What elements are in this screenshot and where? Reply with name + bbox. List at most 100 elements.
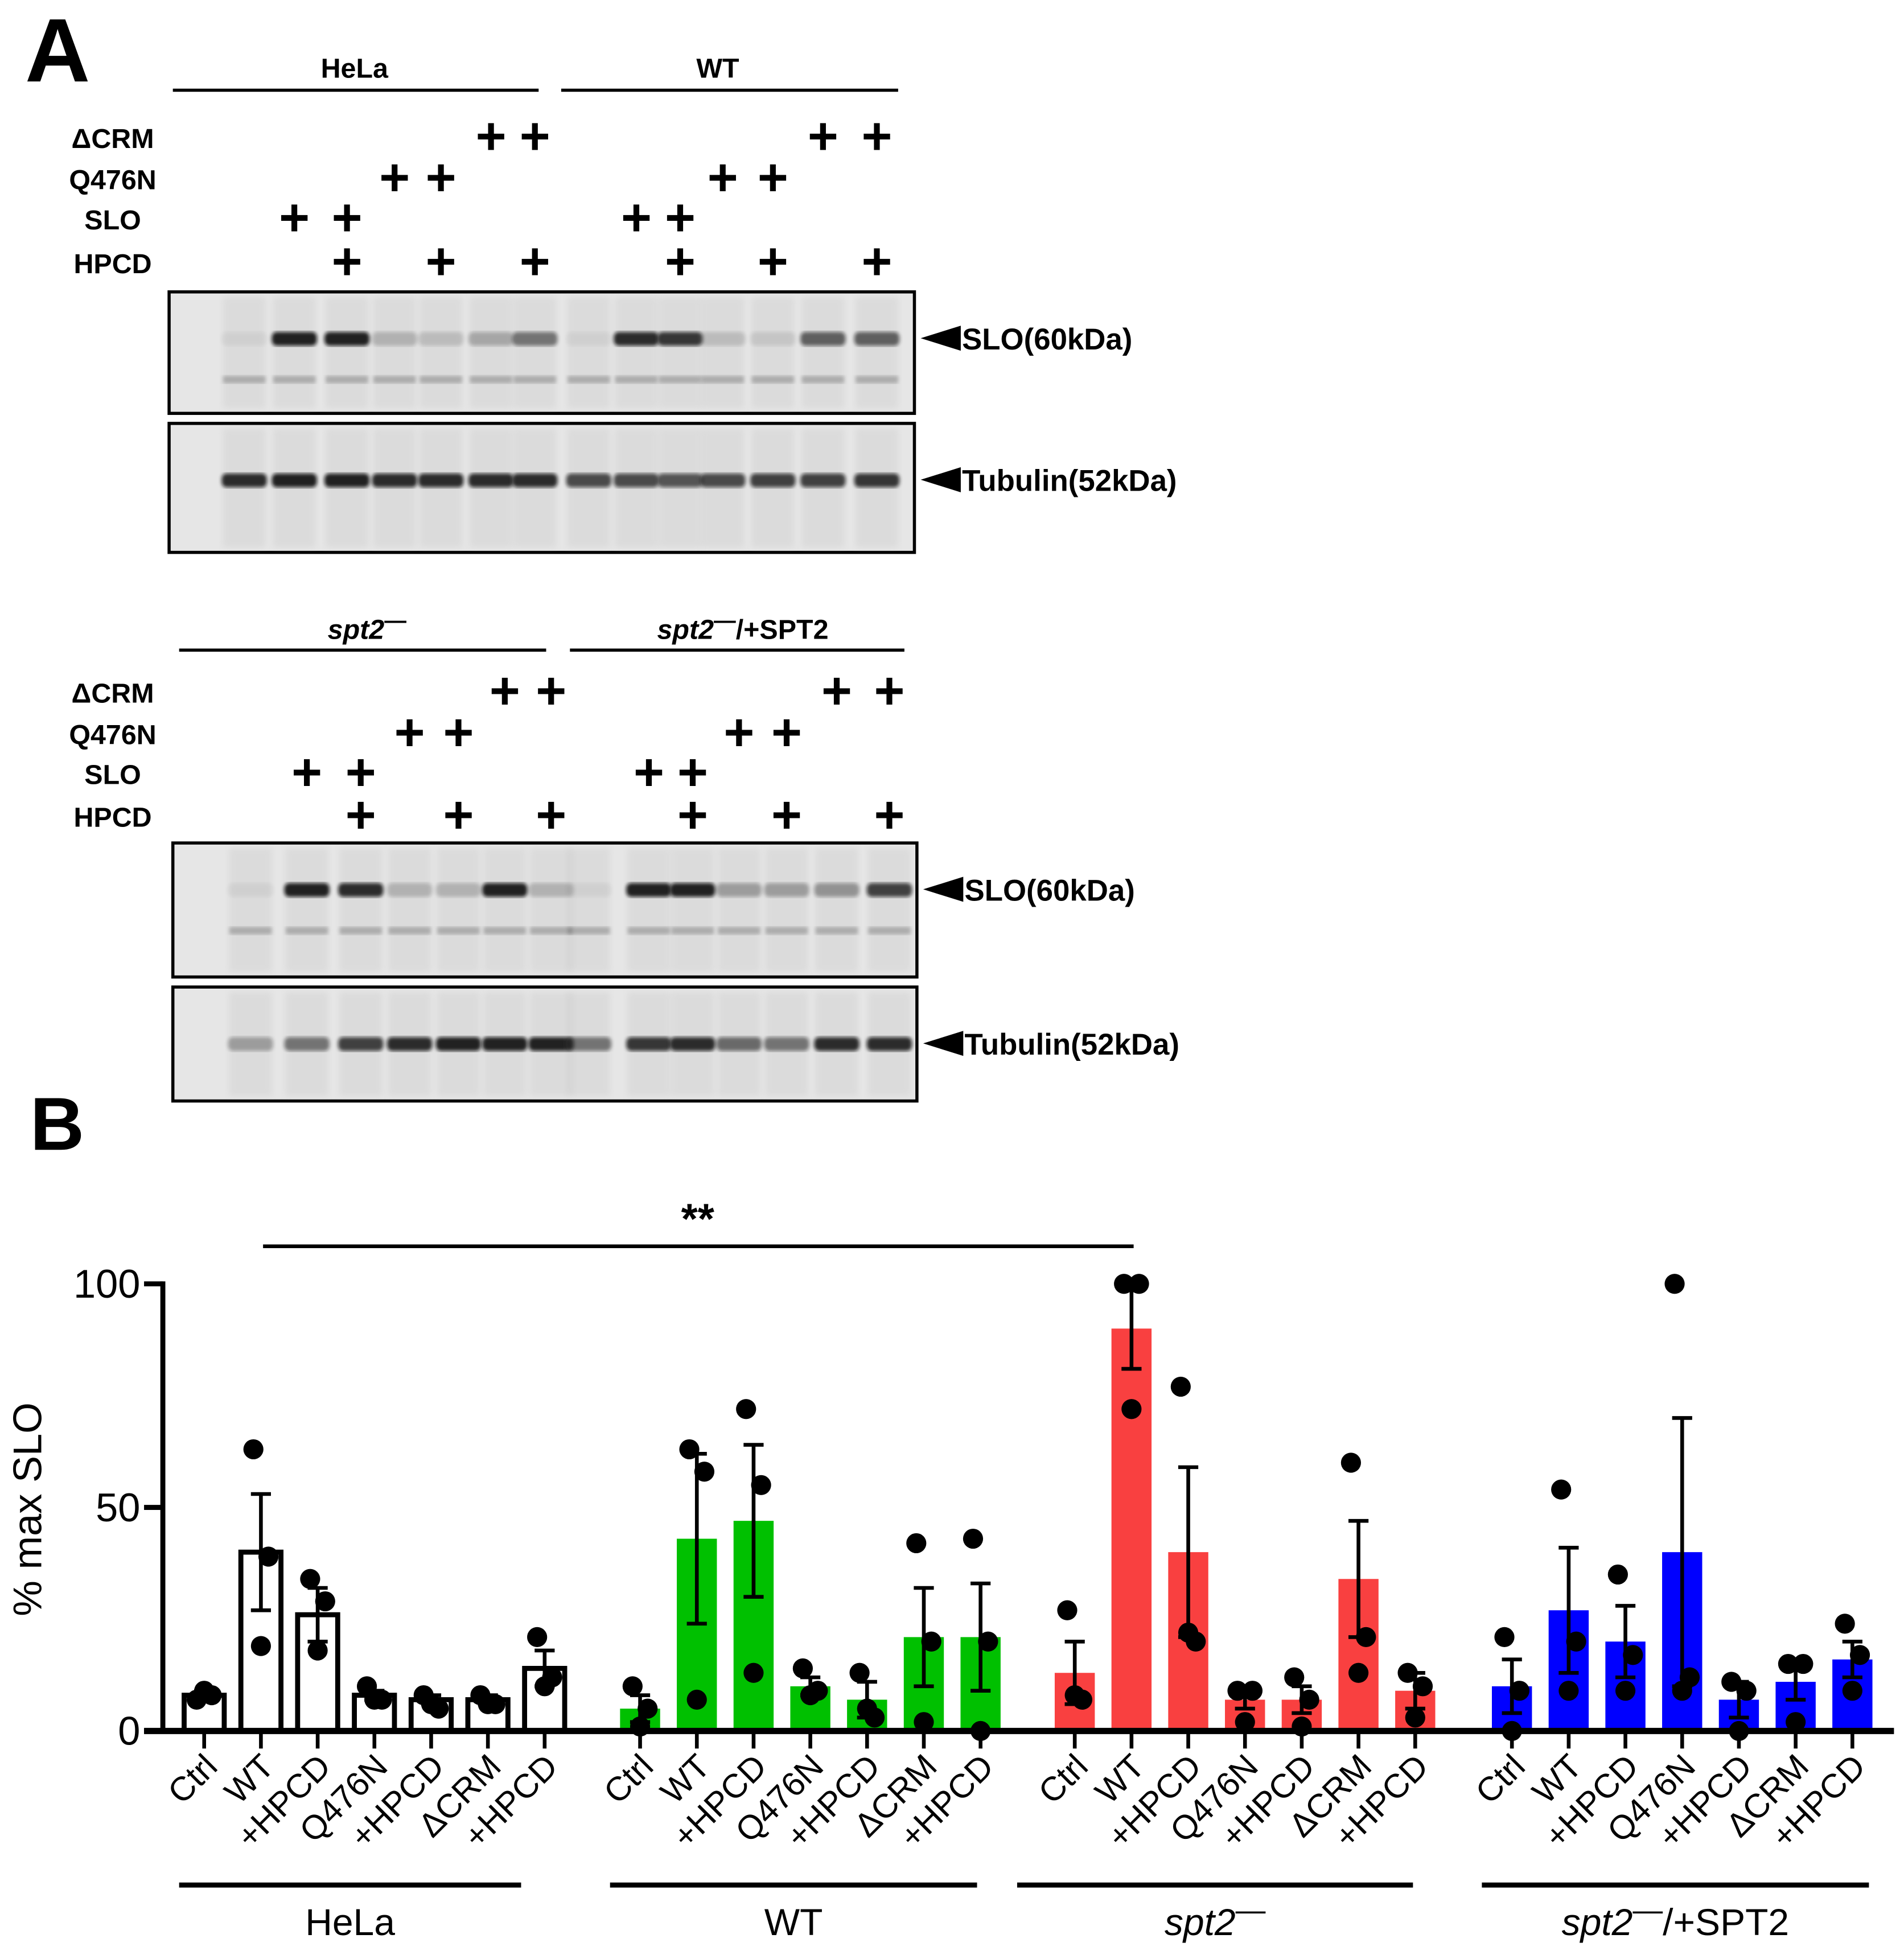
y-tick-label: 0 xyxy=(118,1709,140,1754)
protein-band xyxy=(324,473,370,488)
lower-band xyxy=(420,376,463,384)
data-point xyxy=(258,1546,279,1567)
group-superscript: — xyxy=(1236,1894,1266,1927)
lower-band xyxy=(868,927,911,935)
data-point xyxy=(921,1631,941,1652)
protein-band xyxy=(221,332,267,346)
group-label: HeLa xyxy=(305,1901,395,1943)
plus-sign: + xyxy=(536,661,566,721)
x-tick-label: Ctrl xyxy=(161,1747,225,1811)
lane-smear xyxy=(326,428,368,548)
lane-smear xyxy=(717,847,760,972)
lane-smear xyxy=(388,847,431,972)
y-tick-label: 100 xyxy=(73,1261,140,1306)
row-label-hpcd: HPCD xyxy=(73,802,151,833)
protein-band xyxy=(372,332,417,346)
data-point xyxy=(1405,1707,1425,1728)
data-point xyxy=(1340,1452,1362,1473)
data-point xyxy=(792,1658,813,1679)
x-tick-label: Ctrl xyxy=(1468,1747,1532,1811)
band-label: Tubulin(52kDa) xyxy=(962,464,1177,498)
plus-sign: + xyxy=(677,785,708,845)
plus-sign: + xyxy=(426,147,457,207)
lane-smear xyxy=(751,297,795,409)
protein-band xyxy=(324,332,370,346)
plus-sign: + xyxy=(346,743,376,802)
band-label: SLO(60kDa) xyxy=(965,874,1135,907)
plus-sign: + xyxy=(758,147,788,207)
data-point xyxy=(1064,1685,1085,1706)
data-point xyxy=(857,1698,877,1719)
lower-band xyxy=(856,376,898,384)
protein-band xyxy=(716,883,762,897)
group-name: spt2 xyxy=(1562,1901,1633,1943)
lower-band xyxy=(339,927,383,935)
tubulin-blot: Tubulin(52kDa) xyxy=(171,985,1179,1103)
data-point xyxy=(250,1636,272,1656)
lower-band xyxy=(373,376,416,384)
row-label-δcrm: ΔCRM xyxy=(72,124,154,154)
bar-chart: 0 50 100 % max SLO CtrlWT+HPCDQ476N+HPCDΔCRM… xyxy=(5,1195,1894,1943)
lane-smear xyxy=(856,428,898,548)
protein-band xyxy=(284,1037,330,1051)
data-point xyxy=(1129,1274,1149,1294)
lane-smear xyxy=(437,847,480,972)
arrowhead-icon xyxy=(920,326,961,351)
plus-sign: + xyxy=(665,188,696,247)
data-point xyxy=(1170,1376,1191,1397)
protein-band xyxy=(716,1037,762,1051)
protein-band xyxy=(750,332,796,346)
series-group: CtrlWT+HPCDQ476N+HPCDΔCRM+HPCDspt2—/+SPT… xyxy=(1468,1274,1873,1943)
lane-smear xyxy=(868,847,911,972)
protein-band xyxy=(566,883,611,897)
data-point xyxy=(1121,1399,1142,1419)
row-label-slo: SLO xyxy=(84,760,141,791)
lower-band xyxy=(388,927,431,935)
protein-band xyxy=(866,1037,912,1051)
lane-smear xyxy=(373,297,416,409)
lane-smear xyxy=(659,428,702,548)
data-point xyxy=(849,1662,870,1683)
plus-sign: + xyxy=(621,188,652,247)
group-name: spt2 xyxy=(657,614,714,645)
lane-smear xyxy=(223,428,266,548)
lane-smear xyxy=(513,297,557,409)
data-point xyxy=(906,1533,927,1554)
data-point xyxy=(1284,1667,1305,1688)
group-label: WT xyxy=(764,1901,823,1943)
protein-band xyxy=(700,473,746,488)
protein-band xyxy=(338,1037,384,1051)
protein-band xyxy=(614,332,659,346)
plus-sign: + xyxy=(443,785,474,845)
data-point xyxy=(1494,1627,1515,1648)
protein-band xyxy=(482,883,528,897)
data-point xyxy=(914,1712,934,1732)
protein-band xyxy=(750,473,796,488)
plus-sign: + xyxy=(426,232,457,291)
data-point xyxy=(421,1694,442,1714)
band-label: Tubulin(52kDa) xyxy=(965,1028,1179,1061)
lane-smear xyxy=(627,847,671,972)
protein-band xyxy=(626,883,672,897)
protein-band xyxy=(854,332,900,346)
protein-band xyxy=(221,473,267,488)
data-point xyxy=(800,1685,821,1706)
plus-sign: + xyxy=(476,106,507,166)
band-label: SLO(60kDa) xyxy=(962,323,1132,356)
data-point xyxy=(300,1569,320,1589)
data-point xyxy=(679,1439,700,1460)
data-point xyxy=(686,1689,707,1710)
group-name: HeLa xyxy=(305,1901,395,1943)
lane-smear xyxy=(339,847,383,972)
data-point xyxy=(1623,1645,1643,1665)
plus-sign: + xyxy=(634,743,664,802)
lane-smear xyxy=(567,847,610,972)
protein-band xyxy=(372,473,417,488)
protein-band xyxy=(272,473,317,488)
protein-band xyxy=(814,1037,860,1051)
plus-sign: + xyxy=(808,106,838,166)
data-point xyxy=(1509,1681,1530,1701)
